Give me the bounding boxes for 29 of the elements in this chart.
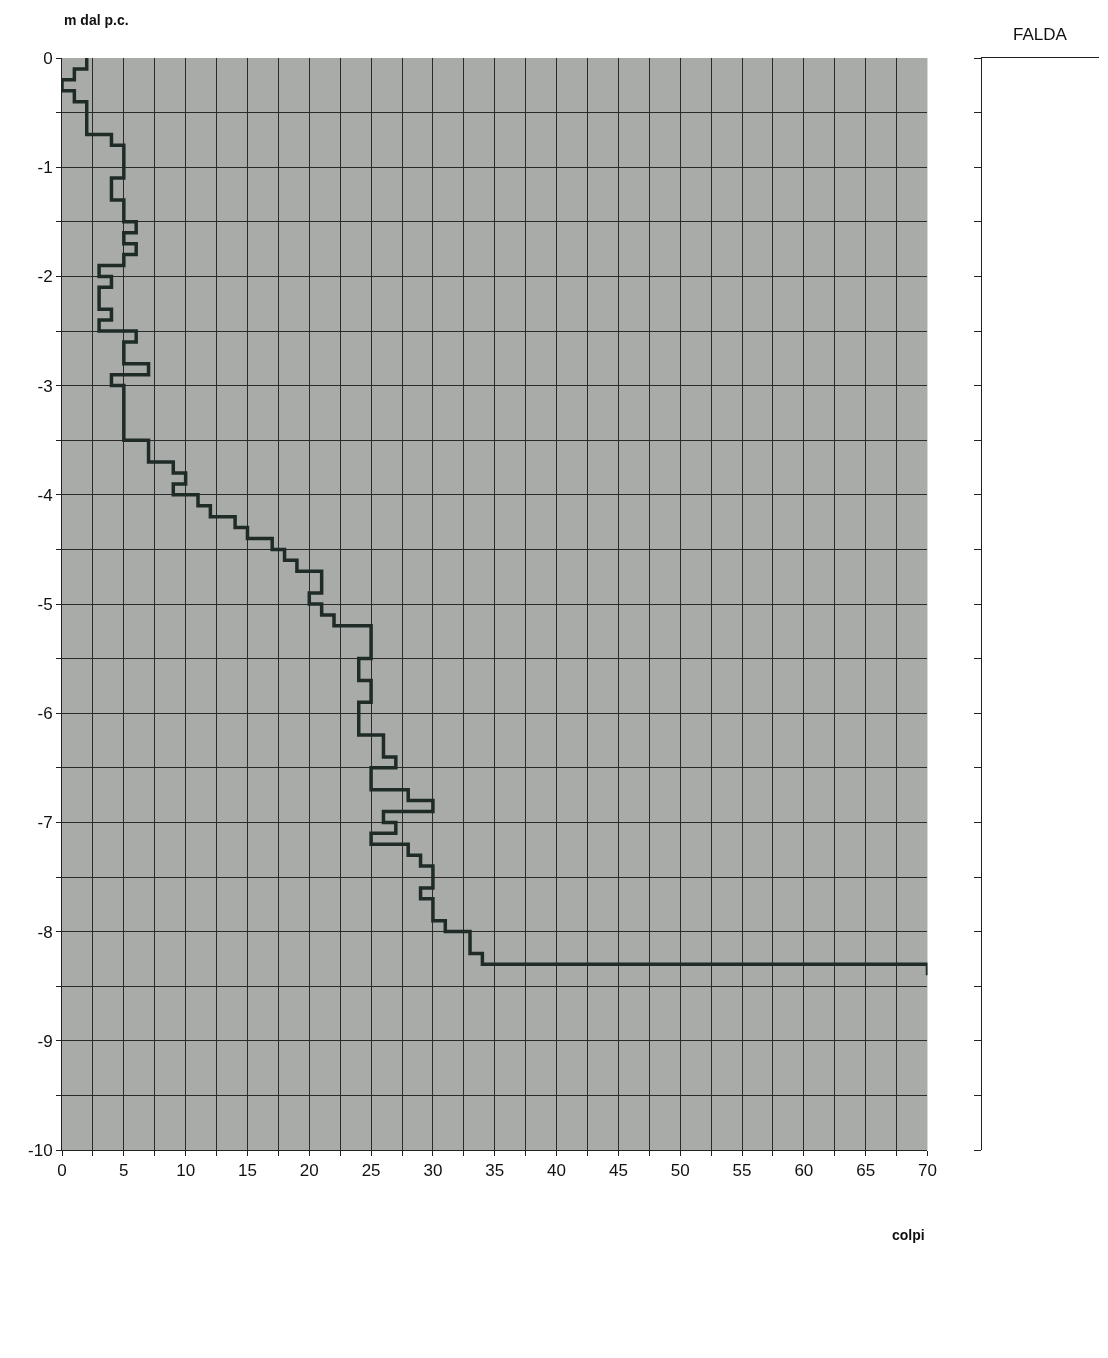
y-tick-label: -10 (28, 1140, 53, 1160)
text: FALDA (1013, 25, 1068, 44)
x-tick-label: 55 (732, 1161, 752, 1181)
x-tick-label: 5 (119, 1161, 129, 1181)
y-tick-label: -2 (37, 267, 53, 287)
x-tick-label: 70 (918, 1161, 937, 1181)
x-tick-label: 0 (57, 1161, 67, 1181)
x-tick-label: 45 (608, 1161, 628, 1181)
y-tick-label: -1 (37, 158, 53, 178)
y-axis-title: m dal p.c. (64, 12, 129, 28)
x-tick-label: 10 (176, 1161, 196, 1181)
x-tick-label: 60 (794, 1161, 814, 1181)
x-tick-label: 30 (423, 1161, 443, 1181)
x-tick-label: 50 (670, 1161, 690, 1181)
x-tick-label: 35 (485, 1161, 505, 1181)
y-tick-label: -3 (37, 376, 53, 396)
x-tick-label: 15 (238, 1161, 257, 1181)
y-tick-label: -6 (37, 704, 53, 724)
x-tick-label: 40 (547, 1161, 567, 1181)
y-tick-label: -5 (37, 594, 53, 614)
x-tick-label: 65 (856, 1161, 876, 1181)
y-tick-label: 0 (43, 48, 53, 68)
x-axis-title: colpi (892, 1227, 925, 1243)
y-tick-label: -9 (37, 1031, 53, 1051)
y-tick-label: -8 (37, 922, 53, 942)
y-tick-label: -7 (37, 813, 53, 833)
y-tick-label: -4 (37, 485, 53, 505)
x-tick-label: 20 (299, 1161, 319, 1181)
x-tick-label: 25 (361, 1161, 381, 1181)
